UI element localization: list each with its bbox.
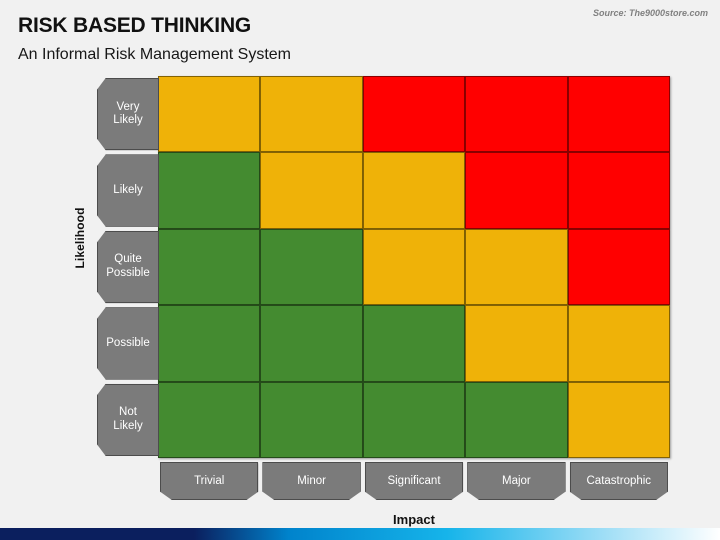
risk-cell[interactable] [158, 76, 261, 153]
likelihood-label-quite-possible[interactable]: Quite Possible [97, 230, 159, 304]
likelihood-label-likely[interactable]: Likely [97, 154, 159, 227]
impact-label-text: Trivial [194, 475, 225, 487]
likelihood-label-text: Likely [113, 419, 143, 432]
likelihood-axis-label: Likelihood [73, 207, 87, 269]
risk-cell[interactable] [260, 228, 363, 306]
risk-cell[interactable] [567, 381, 670, 458]
impact-label-catastrophic[interactable]: Catastrophic [569, 462, 668, 500]
impact-label-significant[interactable]: Significant [364, 462, 464, 500]
impact-axis-label: Impact [393, 512, 435, 527]
impact-label-text: Catastrophic [586, 475, 652, 487]
risk-cell[interactable] [465, 228, 568, 306]
risk-matrix-grid [158, 76, 670, 458]
risk-cell[interactable] [260, 152, 363, 229]
page-subtitle: An Informal Risk Management System [18, 46, 291, 63]
impact-label-text: Significant [387, 475, 441, 487]
risk-cell[interactable] [158, 381, 261, 458]
risk-cell[interactable] [260, 305, 363, 382]
page-title: RISK BASED THINKING [18, 14, 252, 37]
risk-cell[interactable] [567, 152, 670, 229]
impact-label-text: Minor [297, 475, 326, 487]
likelihood-label-possible[interactable]: Possible [97, 307, 159, 380]
likelihood-label-very-likely[interactable]: Very Likely [97, 78, 159, 151]
likelihood-label-text: Possible [106, 266, 150, 279]
impact-label-minor[interactable]: Minor [262, 462, 361, 500]
risk-cell[interactable] [260, 381, 363, 458]
risk-cell[interactable] [362, 152, 466, 229]
risk-cell[interactable] [362, 228, 466, 306]
likelihood-label-text: Very [116, 100, 140, 113]
source-attribution: Source: The9000store.com [592, 8, 708, 18]
likelihood-label-text: Likely [113, 114, 143, 127]
risk-cell[interactable] [158, 152, 261, 229]
risk-cell[interactable] [260, 76, 363, 153]
likelihood-label-text: Quite [114, 253, 142, 266]
impact-label-text: Major [502, 475, 531, 487]
risk-cell[interactable] [362, 76, 466, 153]
risk-cell[interactable] [465, 76, 568, 153]
risk-cell[interactable] [362, 305, 466, 382]
risk-cell[interactable] [362, 381, 466, 458]
bottom-bar-solid-segment [0, 528, 195, 540]
risk-cell[interactable] [465, 305, 568, 382]
likelihood-label-text: Likely [113, 183, 143, 196]
likelihood-label-not-likely[interactable]: Not Likely [97, 383, 159, 456]
decorative-bottom-bar [0, 528, 720, 540]
impact-label-major[interactable]: Major [467, 462, 566, 500]
likelihood-label-text: Not [119, 406, 137, 419]
risk-cell[interactable] [465, 381, 568, 458]
risk-cell[interactable] [567, 76, 670, 153]
risk-cell[interactable] [567, 305, 670, 382]
bottom-bar-gradient-segment [194, 528, 720, 540]
impact-label-trivial[interactable]: Trivial [160, 462, 259, 500]
risk-cell[interactable] [158, 228, 261, 306]
risk-cell[interactable] [567, 228, 670, 306]
likelihood-label-text: Possible [106, 336, 150, 349]
risk-cell[interactable] [465, 152, 568, 229]
risk-cell[interactable] [158, 305, 261, 382]
